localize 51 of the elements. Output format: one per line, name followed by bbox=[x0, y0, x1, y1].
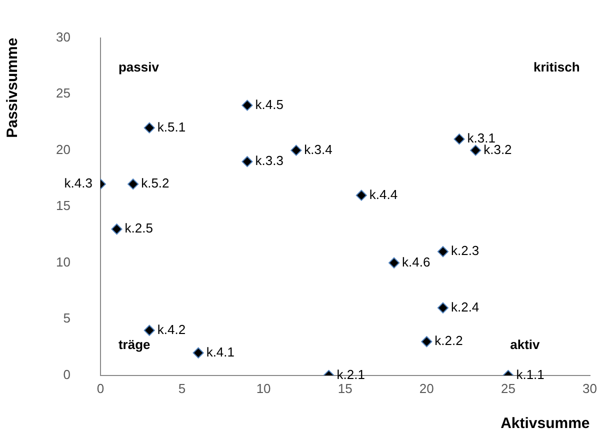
x-tick-label: 0 bbox=[96, 380, 104, 396]
point bbox=[242, 156, 253, 168]
point bbox=[111, 224, 122, 235]
data-label: k.4.4 bbox=[369, 186, 398, 202]
data-label: k.2.5 bbox=[124, 220, 153, 236]
point bbox=[470, 144, 482, 156]
data-label: k.1.1 bbox=[516, 366, 544, 382]
annotation: träge bbox=[118, 336, 150, 352]
x-tick-label: 20 bbox=[419, 380, 434, 396]
annotation: passiv bbox=[118, 59, 160, 74]
point bbox=[290, 144, 302, 156]
point bbox=[356, 190, 367, 201]
data-label: k.3.4 bbox=[304, 142, 332, 157]
x-tick-label: 5 bbox=[178, 380, 186, 396]
data-label: k.2.4 bbox=[450, 299, 480, 314]
data-label: k.4.3 bbox=[64, 176, 92, 191]
point bbox=[144, 122, 155, 134]
y-tick-label: 20 bbox=[56, 142, 70, 157]
y-tick-label: 0 bbox=[63, 366, 70, 382]
point bbox=[192, 347, 204, 358]
data-label: k.4.5 bbox=[255, 96, 284, 112]
x-axis-title: Aktivsumme bbox=[500, 415, 590, 432]
annotation: kritisch bbox=[534, 59, 580, 74]
y-tick-label: 30 bbox=[56, 29, 70, 44]
x-tick-label: 15 bbox=[338, 380, 352, 396]
point bbox=[128, 178, 139, 190]
point bbox=[242, 100, 253, 111]
data-label: k.2.2 bbox=[434, 333, 463, 348]
y-tick-label: 5 bbox=[63, 310, 70, 326]
point bbox=[388, 257, 400, 268]
data-label: k.2.3 bbox=[450, 243, 480, 258]
point bbox=[437, 302, 448, 314]
data-label: k.4.6 bbox=[402, 254, 430, 270]
point bbox=[421, 336, 432, 348]
point bbox=[437, 246, 448, 258]
point bbox=[454, 134, 465, 145]
y-tick-label: 15 bbox=[56, 198, 70, 214]
data-label: k.4.2 bbox=[157, 322, 186, 337]
data-label: k.4.1 bbox=[206, 344, 235, 360]
point bbox=[144, 324, 155, 336]
y-axis-title: Passivsumme bbox=[4, 38, 22, 138]
data-label: k.5.1 bbox=[157, 119, 186, 134]
x-tick-label: 30 bbox=[582, 380, 598, 396]
data-label: k.5.2 bbox=[141, 176, 170, 191]
annotation: aktiv bbox=[510, 336, 541, 352]
data-label: k.2.1 bbox=[336, 366, 365, 382]
x-tick-label: 25 bbox=[500, 380, 516, 396]
x-tick-label: 10 bbox=[256, 380, 271, 396]
y-tick-label: 10 bbox=[56, 254, 70, 270]
y-tick-label: 25 bbox=[56, 86, 70, 101]
data-label: k.3.3 bbox=[255, 153, 284, 168]
